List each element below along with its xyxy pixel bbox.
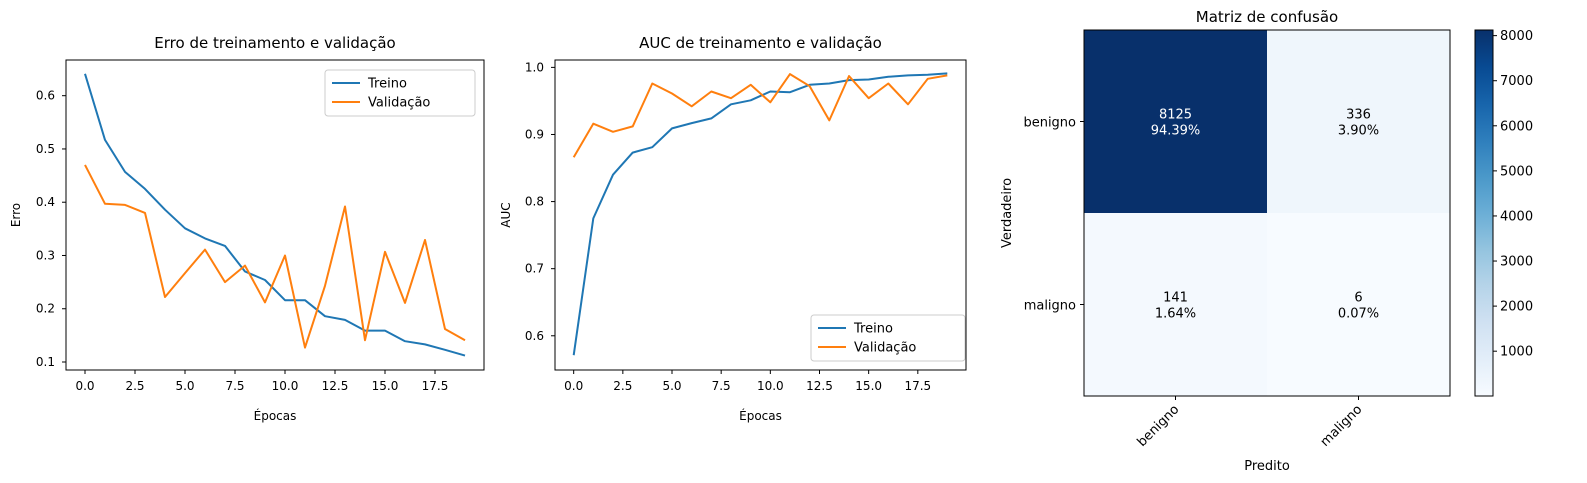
legend: Treino Validação xyxy=(810,314,966,362)
colorbar xyxy=(1474,29,1494,397)
x-tick-label: 15.0 xyxy=(855,379,882,393)
colorbar-tick-label: 7000 xyxy=(1500,74,1533,89)
x-tick-label: 10.0 xyxy=(757,379,784,393)
cell-count-label: 336 xyxy=(1346,108,1371,123)
x-tick-label: 7.5 xyxy=(712,379,731,393)
y-tick-label: 1.0 xyxy=(525,60,544,74)
chart-title: Matriz de confusão xyxy=(1196,8,1338,26)
x-tick-label: 5.0 xyxy=(662,379,681,393)
plot-frame xyxy=(65,59,485,371)
series-line-treino xyxy=(84,73,466,357)
plot-frame xyxy=(1083,29,1451,397)
x-tick-label: 0.0 xyxy=(75,379,94,393)
y-tick-label: maligno xyxy=(1024,299,1076,314)
y-tick-label: 0.6 xyxy=(525,329,544,343)
heatmap-cell xyxy=(1267,213,1450,396)
x-axis-label: Épocas xyxy=(739,408,782,423)
line-chart-1: Erro de treinamento e validação 0.0 2.5 5.0… xyxy=(9,34,485,423)
x-tick-label: 2.5 xyxy=(125,379,144,393)
heatmap-cell xyxy=(1084,30,1267,213)
x-tick-label: 12.5 xyxy=(322,379,349,393)
y-tick-label: 0.6 xyxy=(36,89,55,103)
colorbar-tick-label: 2000 xyxy=(1500,300,1533,315)
y-tick-label: benigno xyxy=(1023,116,1076,131)
chart-title: Erro de treinamento e validação xyxy=(154,34,395,52)
chart-title: AUC de treinamento e validação xyxy=(639,34,882,52)
series-line-validação xyxy=(572,73,948,158)
cell-count-label: 6 xyxy=(1354,291,1362,306)
colorbar-tick-label: 3000 xyxy=(1500,255,1533,270)
legend: Treino Validação xyxy=(324,69,476,117)
heatmap-chart: Matriz de confusão812594.39%3363.90%1411… xyxy=(1000,8,1533,474)
cell-percent-label: 3.90% xyxy=(1338,124,1379,139)
x-tick-label: 0.0 xyxy=(564,379,583,393)
y-tick-label: 0.7 xyxy=(525,262,544,276)
colorbar-tick-label: 5000 xyxy=(1500,164,1533,179)
x-tick-label: 15.0 xyxy=(372,379,399,393)
x-tick-label: benigno xyxy=(1135,402,1183,450)
line-chart-2: AUC de treinamento e validação 0.0 2.5 5.0 7… xyxy=(499,34,967,423)
x-axis-label: Predito xyxy=(1244,459,1290,474)
y-tick-label: 0.9 xyxy=(525,127,544,141)
x-tick-label: 17.5 xyxy=(904,379,931,393)
cell-percent-label: 94.39% xyxy=(1151,124,1201,139)
y-axis-label: AUC xyxy=(499,202,513,227)
legend-box xyxy=(324,69,476,117)
colorbar-tick-label: 6000 xyxy=(1500,119,1533,134)
x-tick-label: 12.5 xyxy=(806,379,833,393)
colorbar-tick-label: 8000 xyxy=(1500,29,1533,44)
x-tick-label: 10.0 xyxy=(272,379,299,393)
x-tick-label: 7.5 xyxy=(225,379,244,393)
cell-count-label: 8125 xyxy=(1159,108,1192,123)
legend-label: Validação xyxy=(854,341,916,356)
legend-label: Treino xyxy=(367,77,407,92)
heatmap-cell xyxy=(1267,30,1450,213)
cell-percent-label: 0.07% xyxy=(1338,307,1379,322)
plot-frame xyxy=(554,59,967,371)
heatmap-cell xyxy=(1084,213,1267,396)
cell-percent-label: 1.64% xyxy=(1155,307,1196,322)
series-line-validação xyxy=(84,164,466,349)
colorbar-tick-label: 1000 xyxy=(1500,345,1533,360)
x-tick-label: 17.5 xyxy=(422,379,449,393)
x-tick-label: 2.5 xyxy=(613,379,632,393)
series-line-treino xyxy=(572,72,948,356)
y-tick-label: 0.2 xyxy=(36,302,55,316)
legend-box xyxy=(810,314,966,362)
y-tick-label: 0.8 xyxy=(525,195,544,209)
legend-label: Treino xyxy=(853,322,893,337)
colorbar-tick-label: 4000 xyxy=(1500,209,1533,224)
x-axis-label: Épocas xyxy=(254,408,297,423)
y-tick-label: 0.3 xyxy=(36,248,55,262)
y-tick-label: 0.1 xyxy=(36,355,55,369)
y-tick-label: 0.4 xyxy=(36,195,55,209)
y-axis-label: Erro xyxy=(9,203,23,227)
y-axis-label: Verdadeiro xyxy=(1000,178,1015,248)
cell-count-label: 141 xyxy=(1163,291,1188,306)
y-tick-label: 0.5 xyxy=(36,142,55,156)
x-tick-label: maligno xyxy=(1318,402,1366,450)
legend-label: Validação xyxy=(368,96,430,111)
x-tick-label: 5.0 xyxy=(175,379,194,393)
